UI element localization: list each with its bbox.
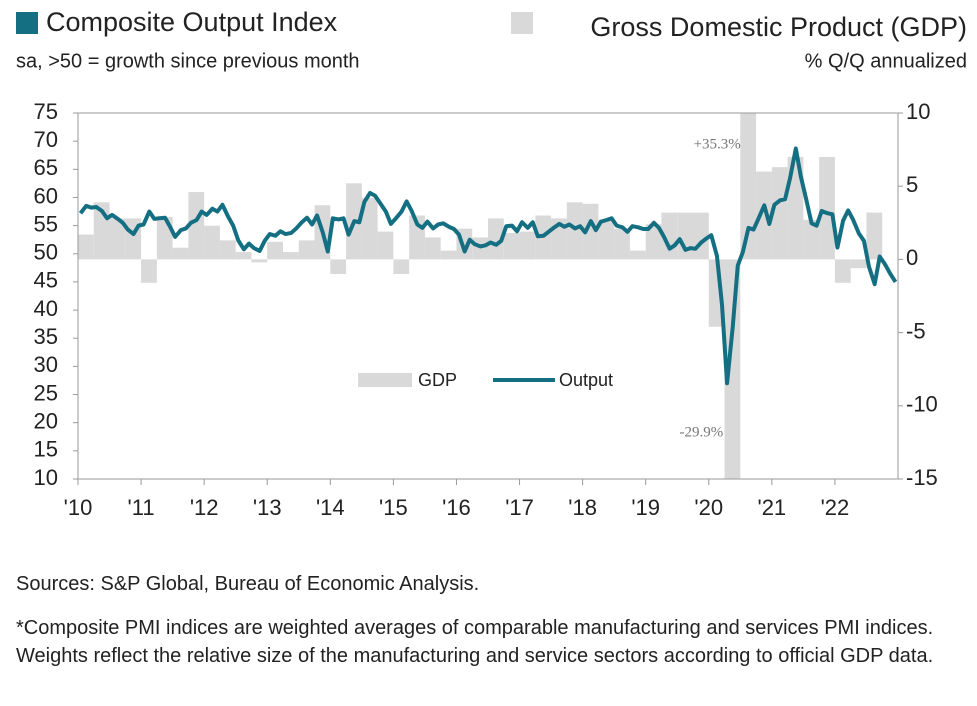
gdp-bar: [219, 240, 236, 260]
gdp-bar: [787, 156, 804, 260]
y2-tick-label: -10: [906, 392, 938, 417]
value-label: -29.9%: [680, 424, 724, 440]
y-tick-label: 10: [34, 465, 58, 490]
gdp-bar: [693, 212, 709, 260]
gdp-bar: [298, 240, 315, 260]
x-tick-label: '22: [821, 495, 850, 520]
gdp-bar: [440, 250, 457, 260]
value-label: +35.3%: [694, 136, 741, 152]
y-tick-label: 25: [34, 380, 58, 405]
gdp-bar: [614, 228, 630, 260]
gdp-bar: [677, 212, 693, 260]
gdp-bar: [330, 259, 347, 275]
x-tick-label: '14: [316, 495, 345, 520]
y-tick-label: 75: [34, 99, 58, 124]
y-tick-label: 40: [34, 296, 58, 321]
gdp-bar: [235, 252, 252, 260]
gdp-bar: [361, 197, 378, 260]
gdp-bar: [377, 231, 394, 260]
gdp-bar: [629, 250, 646, 260]
notes: Sources: S&P Global, Bureau of Economic …: [16, 570, 966, 686]
gdp-bar: [204, 225, 220, 260]
gdp-bar: [519, 231, 536, 260]
gdp-bar: [756, 171, 772, 260]
y-tick-label: 20: [34, 409, 58, 434]
gdp-bar: [834, 259, 851, 283]
gdp-bar: [267, 241, 283, 260]
legend-label: GDP: [418, 370, 457, 390]
gdp-bar: [188, 192, 205, 260]
x-tick-label: '16: [442, 495, 471, 520]
x-tick-label: '11: [128, 495, 155, 520]
y-title-swatch: [16, 12, 38, 34]
y-tick-label: 35: [34, 324, 58, 349]
y-tick-label: 15: [34, 437, 58, 462]
gdp-bar: [109, 218, 126, 260]
y2-tick-label: -5: [906, 318, 926, 343]
x-tick-label: '21: [758, 495, 787, 520]
legend-label: Output: [559, 370, 613, 390]
x-tick-label: '19: [631, 495, 660, 520]
gdp-bar: [78, 234, 94, 260]
gdp-bar: [819, 156, 835, 260]
gdp-bar: [803, 219, 820, 260]
gdp-bar: [598, 219, 615, 260]
y2-tick-label: 10: [906, 99, 930, 124]
output-line: [78, 146, 898, 386]
x-tick-label: '12: [190, 495, 219, 520]
gdp-bar: [488, 218, 504, 260]
gdp-bar: [503, 233, 520, 260]
x-tick-label: '10: [64, 495, 93, 520]
legend-swatch: [358, 373, 412, 387]
x-tick-label: '20: [694, 495, 723, 520]
gdp-bar: [566, 202, 583, 260]
y-title: Composite Output Index: [46, 7, 338, 37]
y-tick-label: 60: [34, 183, 58, 208]
y2-tick-label: 5: [906, 172, 918, 197]
gdp-bar: [582, 203, 599, 260]
sources: Sources: S&P Global, Bureau of Economic …: [16, 573, 480, 595]
x-tick-label: '18: [568, 495, 597, 520]
y2-tick-label: -15: [906, 465, 938, 490]
y-tick-label: 55: [34, 211, 58, 236]
y2-title-swatch: [511, 12, 533, 34]
y-subtitle: sa, >50 = growth since previous month: [16, 50, 360, 72]
footnote: *Composite PMI indices are weighted aver…: [16, 617, 934, 667]
gdp-bar: [424, 237, 441, 260]
y-tick-label: 45: [34, 268, 58, 293]
gdp-bar: [866, 212, 883, 260]
gdp-bar: [740, 113, 757, 260]
gdp-bar: [251, 259, 268, 263]
x-tick-label: '15: [379, 495, 408, 520]
gdp-bar: [645, 224, 662, 260]
x-tick-label: '17: [505, 495, 534, 520]
y-tick-label: 70: [34, 127, 58, 152]
y-tick-label: 65: [34, 155, 58, 180]
plot-frame: [77, 112, 899, 480]
y-tick-label: 30: [34, 352, 58, 377]
y2-tick-label: 0: [906, 245, 918, 270]
gdp-bar: [172, 247, 189, 260]
chart: Composite Output Index sa, >50 = growth …: [16, 7, 967, 520]
x-tick-label: '13: [253, 495, 282, 520]
y2-title: Gross Domestic Product (GDP): [590, 12, 967, 42]
y-tick-label: 50: [34, 240, 58, 265]
gdp-bar: [393, 259, 410, 275]
gdp-bar: [141, 259, 157, 283]
gdp-bar: [771, 167, 788, 260]
gdp-bar: [850, 259, 867, 269]
gdp-bar: [283, 252, 299, 260]
y2-subtitle: % Q/Q annualized: [805, 50, 967, 72]
gdp-bar: [724, 259, 741, 479]
